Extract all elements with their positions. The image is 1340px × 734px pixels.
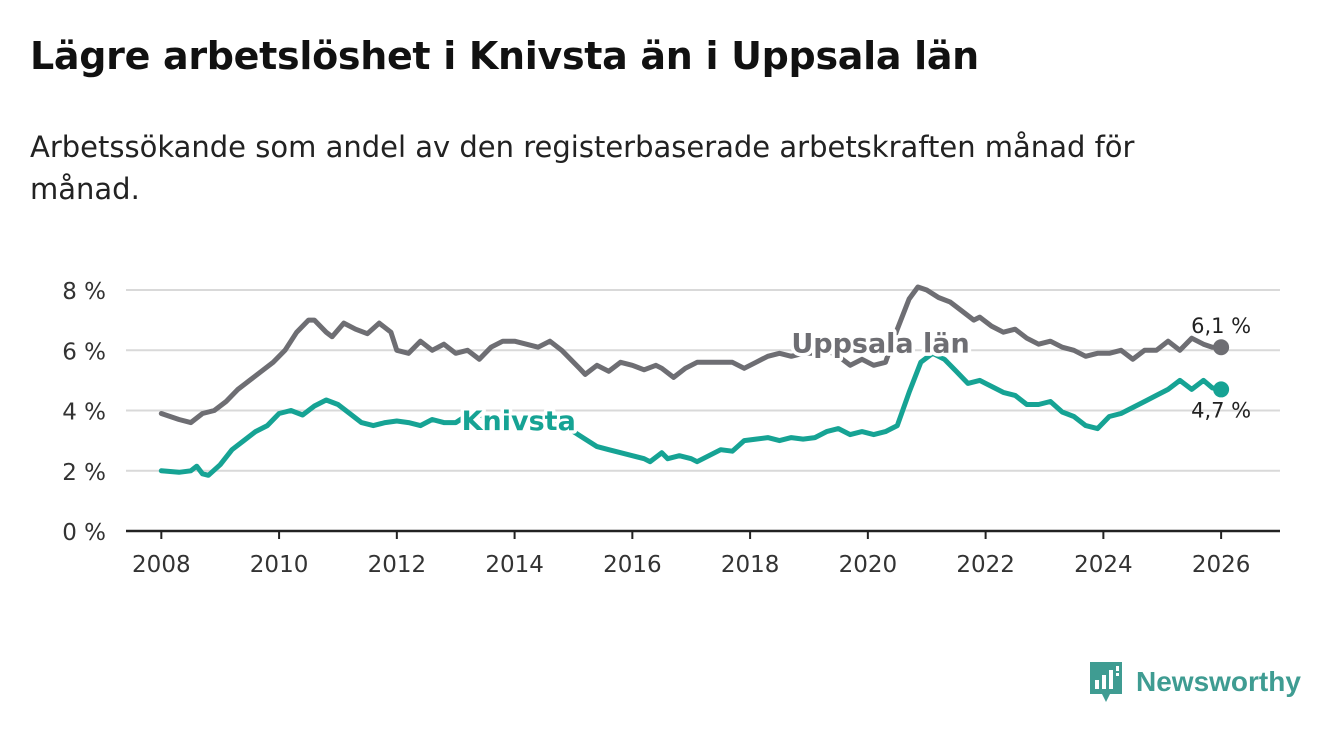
series-name-label-knivsta: Knivsta — [462, 406, 576, 437]
end-point-knivsta — [1213, 381, 1230, 398]
end-point-uppsala — [1213, 339, 1230, 356]
x-tick-label: 2010 — [250, 552, 309, 578]
x-tick-label: 2020 — [839, 552, 898, 578]
x-tick-label: 2024 — [1074, 552, 1133, 578]
series-labels: 6,1 % 4,7 % Uppsala län Knivsta — [458, 314, 1251, 440]
series-lines — [158, 284, 1230, 478]
y-tick-label: 6 % — [62, 339, 106, 365]
series-line-uppsala — [158, 284, 1224, 426]
y-tick-label: 0 % — [62, 520, 106, 546]
end-value-label-uppsala: 6,1 % — [1191, 314, 1251, 338]
x-tick-label: 2016 — [603, 552, 662, 578]
chart-title: Lägre arbetslöshet i Knivsta än i Uppsal… — [30, 34, 979, 78]
axes: 0 % 2 % 4 % 6 % 8 % 2008 2010 2012 2014 2016 2018 2… — [62, 279, 1280, 578]
brand-name: Newsworthy — [1136, 666, 1301, 697]
x-tick-label: 2008 — [132, 552, 191, 578]
x-tick-label: 2026 — [1192, 552, 1251, 578]
series-name-label-uppsala: Uppsala län — [791, 328, 969, 359]
x-tick-label: 2022 — [956, 552, 1015, 578]
y-tick-label: 2 % — [62, 460, 106, 486]
chart-subtitle: Arbetssökande som andel av den registerb… — [30, 130, 1135, 206]
x-tick-label: 2012 — [368, 552, 427, 578]
y-tick-label: 4 % — [62, 400, 106, 426]
gridlines — [126, 289, 1280, 472]
bar-chart-logo-icon — [1090, 662, 1122, 702]
x-tick-label: 2018 — [721, 552, 780, 578]
newsworthy-logo[interactable]: Newsworthy — [1088, 660, 1301, 704]
y-tick-label: 8 % — [62, 279, 106, 305]
series-line-knivsta — [158, 350, 1224, 478]
end-value-label-knivsta: 4,7 % — [1191, 398, 1251, 422]
x-tick-label: 2014 — [485, 552, 544, 578]
